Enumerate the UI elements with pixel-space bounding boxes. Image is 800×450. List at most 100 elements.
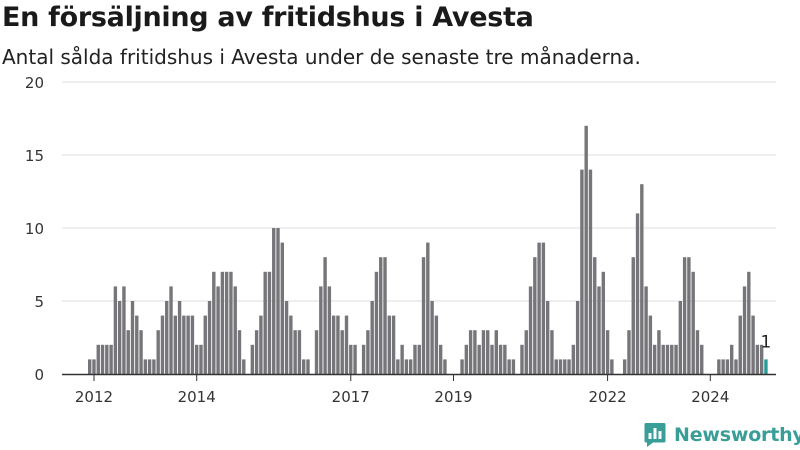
bar-series — [88, 125, 768, 374]
bar — [443, 359, 447, 374]
bar — [306, 359, 310, 374]
bar — [661, 344, 665, 374]
bar — [302, 359, 306, 374]
bar — [297, 330, 302, 374]
bar — [173, 315, 177, 374]
annotation-layer: 1 — [761, 332, 772, 352]
newsworthy-icon — [644, 423, 666, 447]
bar — [721, 359, 725, 374]
bar — [353, 344, 357, 374]
bar — [584, 125, 588, 374]
x-tick-label: 2024 — [691, 388, 729, 406]
data-label: 1 — [761, 332, 772, 352]
bar — [678, 301, 683, 374]
y-tick-label: 10 — [25, 220, 44, 238]
bar — [169, 286, 173, 374]
bar — [259, 315, 263, 374]
bar — [387, 315, 391, 374]
bar — [383, 257, 387, 374]
bar — [627, 330, 631, 374]
y-tick-label: 15 — [25, 147, 44, 165]
bar — [730, 344, 734, 374]
bar — [177, 301, 182, 374]
bar — [490, 344, 494, 374]
y-tick-label: 0 — [34, 366, 44, 384]
x-axis: 2012 2014 2017 2019 2022 2024 — [62, 373, 776, 406]
bar — [182, 315, 186, 374]
bar — [391, 315, 396, 374]
chart-subtitle: Antal sålda fritidshus i Avesta under de… — [2, 45, 641, 69]
bar — [764, 359, 768, 374]
y-tick-label: 5 — [34, 293, 44, 311]
bar — [100, 344, 105, 374]
bar — [473, 330, 477, 374]
bar — [464, 344, 469, 374]
gridlines: 0 5 10 15 20 — [25, 74, 776, 384]
bar — [644, 286, 648, 374]
bar — [511, 359, 516, 374]
bar — [430, 301, 434, 374]
bar — [759, 344, 764, 374]
bar — [242, 359, 246, 374]
bar — [379, 257, 383, 374]
bar — [139, 330, 143, 374]
bar — [524, 330, 528, 374]
bar — [267, 271, 272, 374]
bar — [691, 271, 695, 374]
x-tick-label: 2012 — [75, 388, 113, 406]
bar — [687, 257, 691, 374]
bar — [623, 359, 627, 374]
bar — [498, 344, 503, 374]
bar — [207, 301, 212, 374]
x-tick-label: 2017 — [332, 388, 370, 406]
bar — [537, 242, 541, 374]
bar — [580, 169, 584, 374]
bar — [212, 271, 216, 374]
bar — [289, 315, 293, 374]
bar — [147, 359, 152, 374]
bar — [216, 286, 220, 374]
bar — [220, 271, 225, 374]
bar — [434, 315, 439, 374]
bar — [695, 330, 700, 374]
bar — [597, 286, 601, 374]
bar-chart: 0 5 10 15 20 2012 2014 2017 2019 2022 2024 1 — [25, 74, 776, 406]
bar — [190, 315, 195, 374]
bar — [96, 344, 100, 374]
bar — [417, 344, 421, 374]
bar — [327, 286, 332, 374]
bar — [631, 257, 635, 374]
bar — [195, 344, 199, 374]
bar — [331, 315, 336, 374]
bar — [280, 242, 284, 374]
bar — [755, 344, 760, 374]
bar — [284, 301, 289, 374]
bar — [477, 344, 481, 374]
bar — [503, 344, 507, 374]
bar — [640, 184, 644, 374]
bar — [605, 330, 610, 374]
bar — [588, 169, 593, 374]
bar — [494, 330, 498, 374]
bar — [751, 315, 755, 374]
bar — [293, 330, 297, 374]
bar — [165, 301, 169, 374]
bar — [734, 359, 738, 374]
bar — [426, 242, 430, 374]
bar — [545, 301, 550, 374]
bar — [404, 359, 409, 374]
bar — [254, 330, 259, 374]
bar — [571, 344, 576, 374]
bar — [109, 344, 113, 374]
chart-title: En försäljning av fritidshus i Avesta — [2, 2, 534, 33]
bar — [186, 315, 190, 374]
bar — [520, 344, 524, 374]
bar — [224, 271, 229, 374]
bar — [682, 257, 687, 374]
bar — [533, 257, 537, 374]
bar — [670, 344, 674, 374]
bar — [554, 359, 558, 374]
bar — [742, 286, 747, 374]
x-tick-label: 2014 — [178, 388, 216, 406]
bar — [648, 315, 653, 374]
